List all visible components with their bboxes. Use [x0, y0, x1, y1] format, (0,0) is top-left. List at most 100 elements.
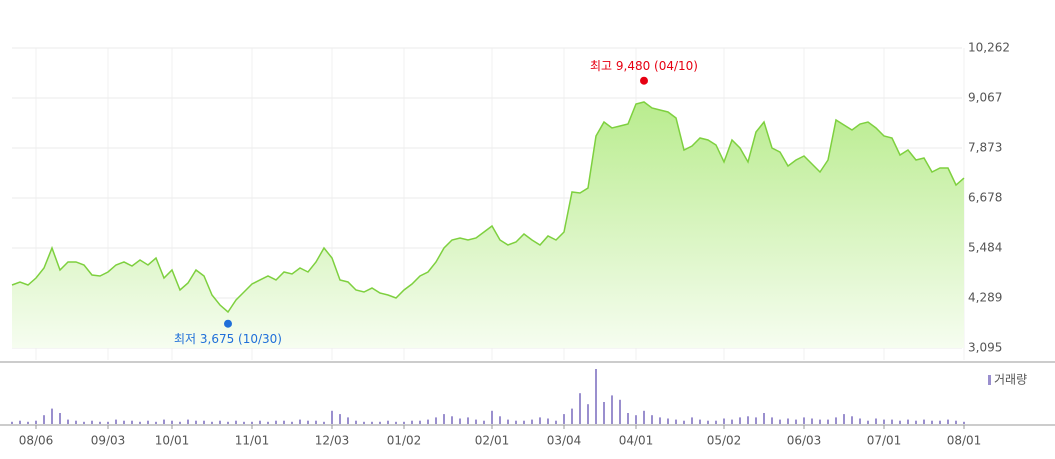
volume-legend-marker [988, 375, 991, 385]
x-tick-label: 11/01 [235, 434, 270, 448]
x-tick-label: 06/03 [787, 434, 822, 448]
volume-bar [587, 404, 589, 424]
volume-bar [667, 418, 669, 424]
volume-bar [531, 419, 533, 424]
volume-bar [99, 421, 101, 424]
volume-bar [427, 419, 429, 424]
volume-bar [499, 416, 501, 424]
volume-bar [259, 420, 261, 424]
volume-bar [451, 416, 453, 424]
volume-bar [19, 420, 21, 424]
volume-bar [11, 421, 13, 424]
volume-bar [603, 402, 605, 424]
volume-bar [115, 419, 117, 424]
volume-bar [547, 418, 549, 424]
volume-bar [507, 419, 509, 424]
y-tick-label: 7,873 [968, 141, 1002, 155]
y-tick-label: 4,289 [968, 291, 1002, 305]
y-tick-label: 3,095 [968, 341, 1002, 355]
volume-bar [171, 420, 173, 424]
volume-bar [147, 420, 149, 424]
annotation-dot [224, 319, 232, 328]
volume-bar [891, 419, 893, 424]
volume-bar [387, 420, 389, 424]
volume-bar [611, 395, 613, 424]
volume-bar [67, 419, 69, 424]
volume-bar [275, 420, 277, 424]
volume-bar [291, 421, 293, 424]
volume-bar [403, 421, 405, 424]
volume-bar [203, 420, 205, 424]
x-tick-label: 03/04 [547, 434, 582, 448]
volume-bar [643, 410, 645, 424]
volume-bar [947, 419, 949, 424]
volume-bar [299, 419, 301, 424]
volume-bar [819, 419, 821, 424]
volume-bar [795, 419, 797, 424]
volume-bar [883, 419, 885, 424]
volume-bar [579, 393, 581, 424]
volume-bar [811, 418, 813, 424]
volume-bar [723, 418, 725, 424]
volume-bar [563, 414, 565, 424]
volume-bar [755, 417, 757, 424]
volume-bar [195, 420, 197, 424]
volume-bar [43, 415, 45, 424]
volume-bar [475, 419, 477, 424]
x-tick-label: 04/01 [619, 434, 654, 448]
x-tick-label: 02/01 [475, 434, 510, 448]
volume-bar [59, 413, 61, 424]
volume-bar [51, 408, 53, 424]
volume-bar [571, 408, 573, 424]
volume-bar [379, 421, 381, 424]
volume-bar [251, 421, 253, 424]
volume-bar [131, 420, 133, 424]
volume-bar [91, 420, 93, 424]
volume-bar [875, 418, 877, 424]
volume-bar [83, 421, 85, 424]
volume-bar [227, 421, 229, 424]
volume-bar [867, 420, 869, 424]
volume-bar [659, 417, 661, 424]
volume-bar [675, 419, 677, 424]
volume-bar [483, 420, 485, 424]
volume-bar [803, 417, 805, 424]
volume-bar [75, 420, 77, 424]
y-tick-label: 9,067 [968, 91, 1002, 105]
volume-bar [939, 420, 941, 424]
volume-bar [683, 420, 685, 424]
volume-bar [435, 417, 437, 424]
volume-legend-label: 거래량 [994, 373, 1027, 387]
volume-bar [963, 421, 965, 424]
x-tick-label: 01/02 [387, 434, 422, 448]
volume-bar [595, 369, 597, 424]
volume-bar [651, 415, 653, 424]
volume-bar [835, 417, 837, 424]
volume-bar [827, 419, 829, 424]
volume-bar [779, 419, 781, 424]
volume-bar [955, 420, 957, 424]
volume-bar [763, 413, 765, 424]
volume-bar [691, 417, 693, 424]
y-tick-label: 10,262 [968, 41, 1010, 55]
volume-bar [707, 420, 709, 424]
volume-bar [187, 419, 189, 424]
volume-bar [179, 421, 181, 424]
volume-bar [307, 420, 309, 424]
volume-bar [395, 421, 397, 424]
volume-bar [211, 421, 213, 424]
x-tick-label: 12/03 [315, 434, 350, 448]
volume-bar [523, 420, 525, 424]
volume-bar [219, 420, 221, 424]
volume-bar [931, 420, 933, 424]
volume-bar [315, 420, 317, 424]
volume-bar [419, 420, 421, 424]
volume-bar [155, 421, 157, 424]
volume-bar [443, 414, 445, 424]
volume-bar [787, 418, 789, 424]
volume-bar [515, 420, 517, 424]
volume-bar [371, 421, 373, 424]
volume-bar [363, 421, 365, 424]
price-line [11, 101, 965, 314]
